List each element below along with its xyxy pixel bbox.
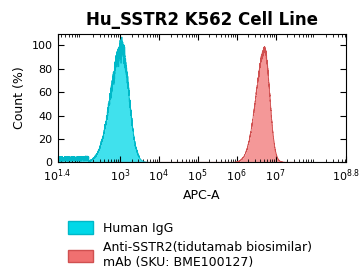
- Legend: Human IgG, Anti-SSTR2(tidutamab biosimilar)
mAb (SKU: BME100127): Human IgG, Anti-SSTR2(tidutamab biosimil…: [64, 218, 315, 273]
- X-axis label: APC-A: APC-A: [183, 189, 220, 202]
- Title: Hu_SSTR2 K562 Cell Line: Hu_SSTR2 K562 Cell Line: [86, 11, 318, 29]
- Y-axis label: Count (%): Count (%): [13, 67, 26, 129]
